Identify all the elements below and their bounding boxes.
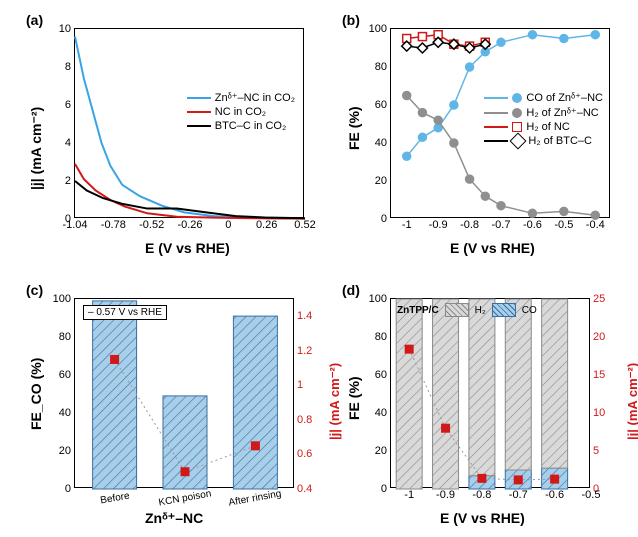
panel-a: 0246810-1.04-0.78-0.52-0.2600.260.52Znᵟ⁺… <box>74 28 304 218</box>
panel-c-xlabel: Znᵟ⁺–NC <box>145 510 203 527</box>
panel-d-xlabel: E (V vs RHE) <box>440 510 525 526</box>
panel-b-legend: CO of Znᵟ⁺–NCH₂ of Znᵟ⁺–NCH₂ of NCH₂ of … <box>484 89 603 149</box>
panel-c-note: – 0.57 V vs RHE <box>83 305 167 320</box>
panel-d-legend: ZnTPP/CH₂CO <box>397 303 537 317</box>
panel-c-y2label: |j| (mA cm⁻²) <box>327 363 343 440</box>
panel-b: 020406080100-1-0.9-0.8-0.7-0.6-0.5-0.4CO… <box>390 28 610 218</box>
panel-a-legend: Znᵟ⁺–NC in CO₂NC in CO₂BTC–C in CO₂ <box>187 89 295 134</box>
panel-a-xlabel: E (V vs RHE) <box>145 240 230 256</box>
panel-d-y2label: |j| (mA cm⁻²) <box>625 363 638 440</box>
panel-b-xlabel: E (V vs RHE) <box>450 240 535 256</box>
panel-d: 0204060801000510152025-1-0.9-0.8-0.7-0.6… <box>390 298 590 488</box>
panel-c-ylabel: FE_CO (%) <box>28 358 44 430</box>
panel-d-ylabel: FE (%) <box>346 376 362 420</box>
panel-a-ylabel: |j| (mA cm⁻²) <box>28 107 45 190</box>
panel-b-ylabel: FE (%) <box>346 106 362 150</box>
panel-c: 0204060801000.40.60.811.21.4BeforeKCN po… <box>74 298 294 488</box>
